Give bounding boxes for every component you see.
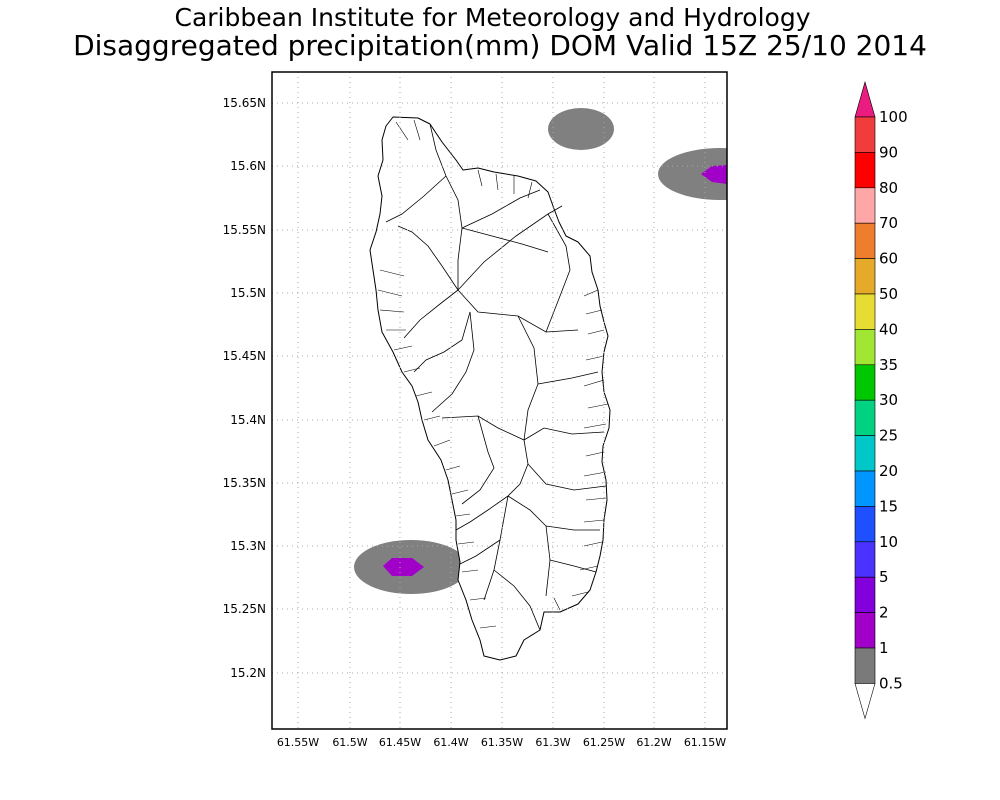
legend-swatch (854, 329, 876, 366)
precip-core-southwest (383, 558, 424, 576)
legend-label: 70 (879, 214, 898, 232)
island-dominica (369, 116, 611, 661)
legend-swatch (854, 576, 876, 613)
page-subtitle: Disaggregated precipitation(mm) DOM Vali… (73, 29, 927, 62)
latitude-labels: 15.65N 15.6N 15.55N 15.5N 15.45N 15.4N 1… (223, 96, 266, 680)
color-legend: 100 90 80 70 60 50 40 35 30 25 20 15 10 5 2 1 0.5 (854, 80, 908, 720)
lat-label: 15.2N (230, 666, 266, 680)
legend-swatch (854, 258, 876, 295)
lat-label: 15.4N (230, 413, 266, 427)
lon-label: 61.25W (583, 736, 625, 749)
lat-label: 15.65N (223, 96, 266, 110)
lat-label: 15.45N (223, 349, 266, 363)
legend-swatch (854, 116, 876, 153)
legend-swatch (854, 470, 876, 507)
lon-label: 61.3W (535, 736, 570, 749)
legend-swatch (854, 506, 876, 543)
lon-label: 61.4W (433, 736, 468, 749)
precip-area-northeast (658, 148, 727, 200)
legend-label: 90 (879, 143, 898, 161)
map-frame (271, 71, 728, 730)
legend-label: 100 (879, 108, 908, 126)
graticule (272, 72, 727, 729)
lat-label: 15.3N (230, 539, 266, 553)
legend-label: 60 (879, 250, 898, 268)
legend-arrow-bottom (854, 683, 876, 720)
legend-label: 30 (879, 391, 898, 409)
lon-label: 61.35W (481, 736, 523, 749)
lon-label: 61.55W (277, 736, 319, 749)
coastal-drainages (377, 119, 609, 629)
legend-label: 1 (879, 639, 889, 657)
legend-label: 40 (879, 320, 898, 338)
legend-swatch (854, 647, 876, 684)
legend-arrow-top (854, 80, 876, 118)
legend-label: 2 (879, 604, 889, 622)
precip-core-northeast (701, 165, 727, 184)
legend-swatch (854, 187, 876, 224)
lat-label: 15.55N (223, 223, 266, 237)
legend-swatch (854, 364, 876, 401)
longitude-labels: 61.55W 61.5W 61.45W 61.4W 61.35W 61.3W 6… (277, 736, 726, 749)
lat-label: 15.25N (223, 602, 266, 616)
legend-label: 20 (879, 462, 898, 480)
legend-swatch (854, 222, 876, 259)
legend-swatch (854, 399, 876, 436)
legend-label: 50 (879, 285, 898, 303)
legend-swatch (854, 435, 876, 472)
lat-label: 15.5N (230, 286, 266, 300)
legend-swatch (854, 152, 876, 189)
lat-label: 15.6N (230, 159, 266, 173)
lon-label: 61.5W (332, 736, 367, 749)
lon-label: 61.45W (379, 736, 421, 749)
legend-label: 5 (879, 568, 889, 586)
precip-area-north (548, 108, 614, 150)
legend-label: 10 (879, 533, 898, 551)
page-title: Caribbean Institute for Meteorology and … (174, 3, 811, 32)
legend-label: 80 (879, 179, 898, 197)
lon-label: 61.2W (636, 736, 671, 749)
legend-label: 0.5 (879, 674, 903, 692)
legend-label: 35 (879, 356, 898, 374)
legend-swatch (854, 541, 876, 578)
legend-swatch (854, 293, 876, 330)
legend-swatch (854, 612, 876, 649)
lon-label: 61.15W (684, 736, 726, 749)
lat-label: 15.35N (223, 476, 266, 490)
legend-label: 15 (879, 497, 898, 515)
legend-label: 25 (879, 427, 898, 445)
